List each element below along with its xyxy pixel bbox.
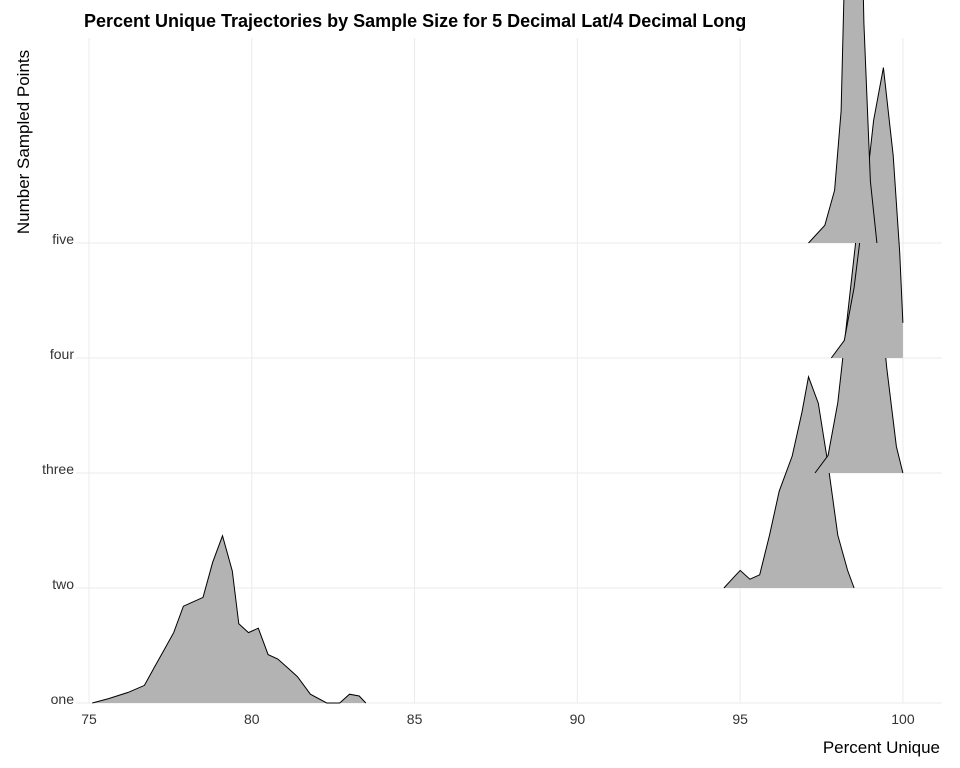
x-tick-label: 75 bbox=[81, 711, 97, 727]
ridge-five-outline bbox=[808, 0, 878, 244]
x-tick-labels: 75 80 85 90 95 100 bbox=[81, 711, 915, 727]
x-tick-label: 85 bbox=[407, 711, 423, 727]
ridge-two-outline bbox=[723, 374, 855, 589]
chart-title: Percent Unique Trajectories by Sample Si… bbox=[84, 11, 746, 31]
y-axis-title: Number Sampled Points bbox=[14, 50, 33, 234]
y-tick-label: five bbox=[52, 231, 74, 247]
ridge-four-outline bbox=[830, 67, 904, 359]
x-tick-label: 95 bbox=[732, 711, 748, 727]
ridge-two-fill bbox=[723, 376, 855, 588]
ridge-one-fill bbox=[92, 535, 366, 703]
ridge-layer bbox=[92, 0, 904, 704]
ridge-five-fill bbox=[808, 0, 877, 243]
y-tick-label: four bbox=[50, 346, 74, 362]
x-tick-label: 80 bbox=[244, 711, 260, 727]
x-tick-label: 90 bbox=[570, 711, 586, 727]
ridge-one-outline bbox=[92, 534, 367, 704]
x-axis-title: Percent Unique bbox=[823, 738, 940, 757]
y-tick-labels: one two three four five bbox=[42, 231, 74, 707]
y-tick-label: one bbox=[51, 691, 75, 707]
y-tick-label: two bbox=[52, 576, 74, 592]
x-tick-label: 100 bbox=[891, 711, 915, 727]
y-tick-label: three bbox=[42, 461, 74, 477]
